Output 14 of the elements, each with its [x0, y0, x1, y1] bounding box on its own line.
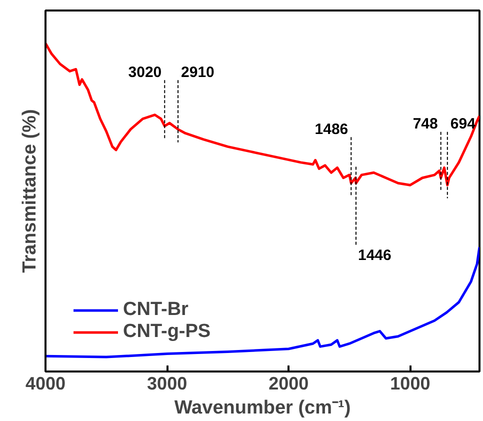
x-tick-label: 4000: [25, 374, 66, 394]
x-axis-title: Wavenumber (cm⁻¹): [174, 398, 351, 418]
ref-line-label: 1446: [358, 246, 392, 264]
x-tick-label: 2000: [268, 374, 309, 394]
ref-line-label: 3020: [128, 64, 162, 81]
legend-label: CNT-g-PS: [123, 321, 211, 343]
legend-label: CNT-Br: [123, 299, 188, 321]
ref-line-label: 1486: [314, 120, 348, 138]
x-tick-label: 1000: [390, 374, 430, 394]
ref-line-label: 2910: [181, 64, 214, 81]
ref-line-label: 748: [412, 116, 438, 133]
x-tick-label: 3000: [147, 374, 188, 394]
y-axis-title: Transmittance (%): [20, 109, 40, 273]
ref-line-label: 694: [450, 116, 476, 133]
